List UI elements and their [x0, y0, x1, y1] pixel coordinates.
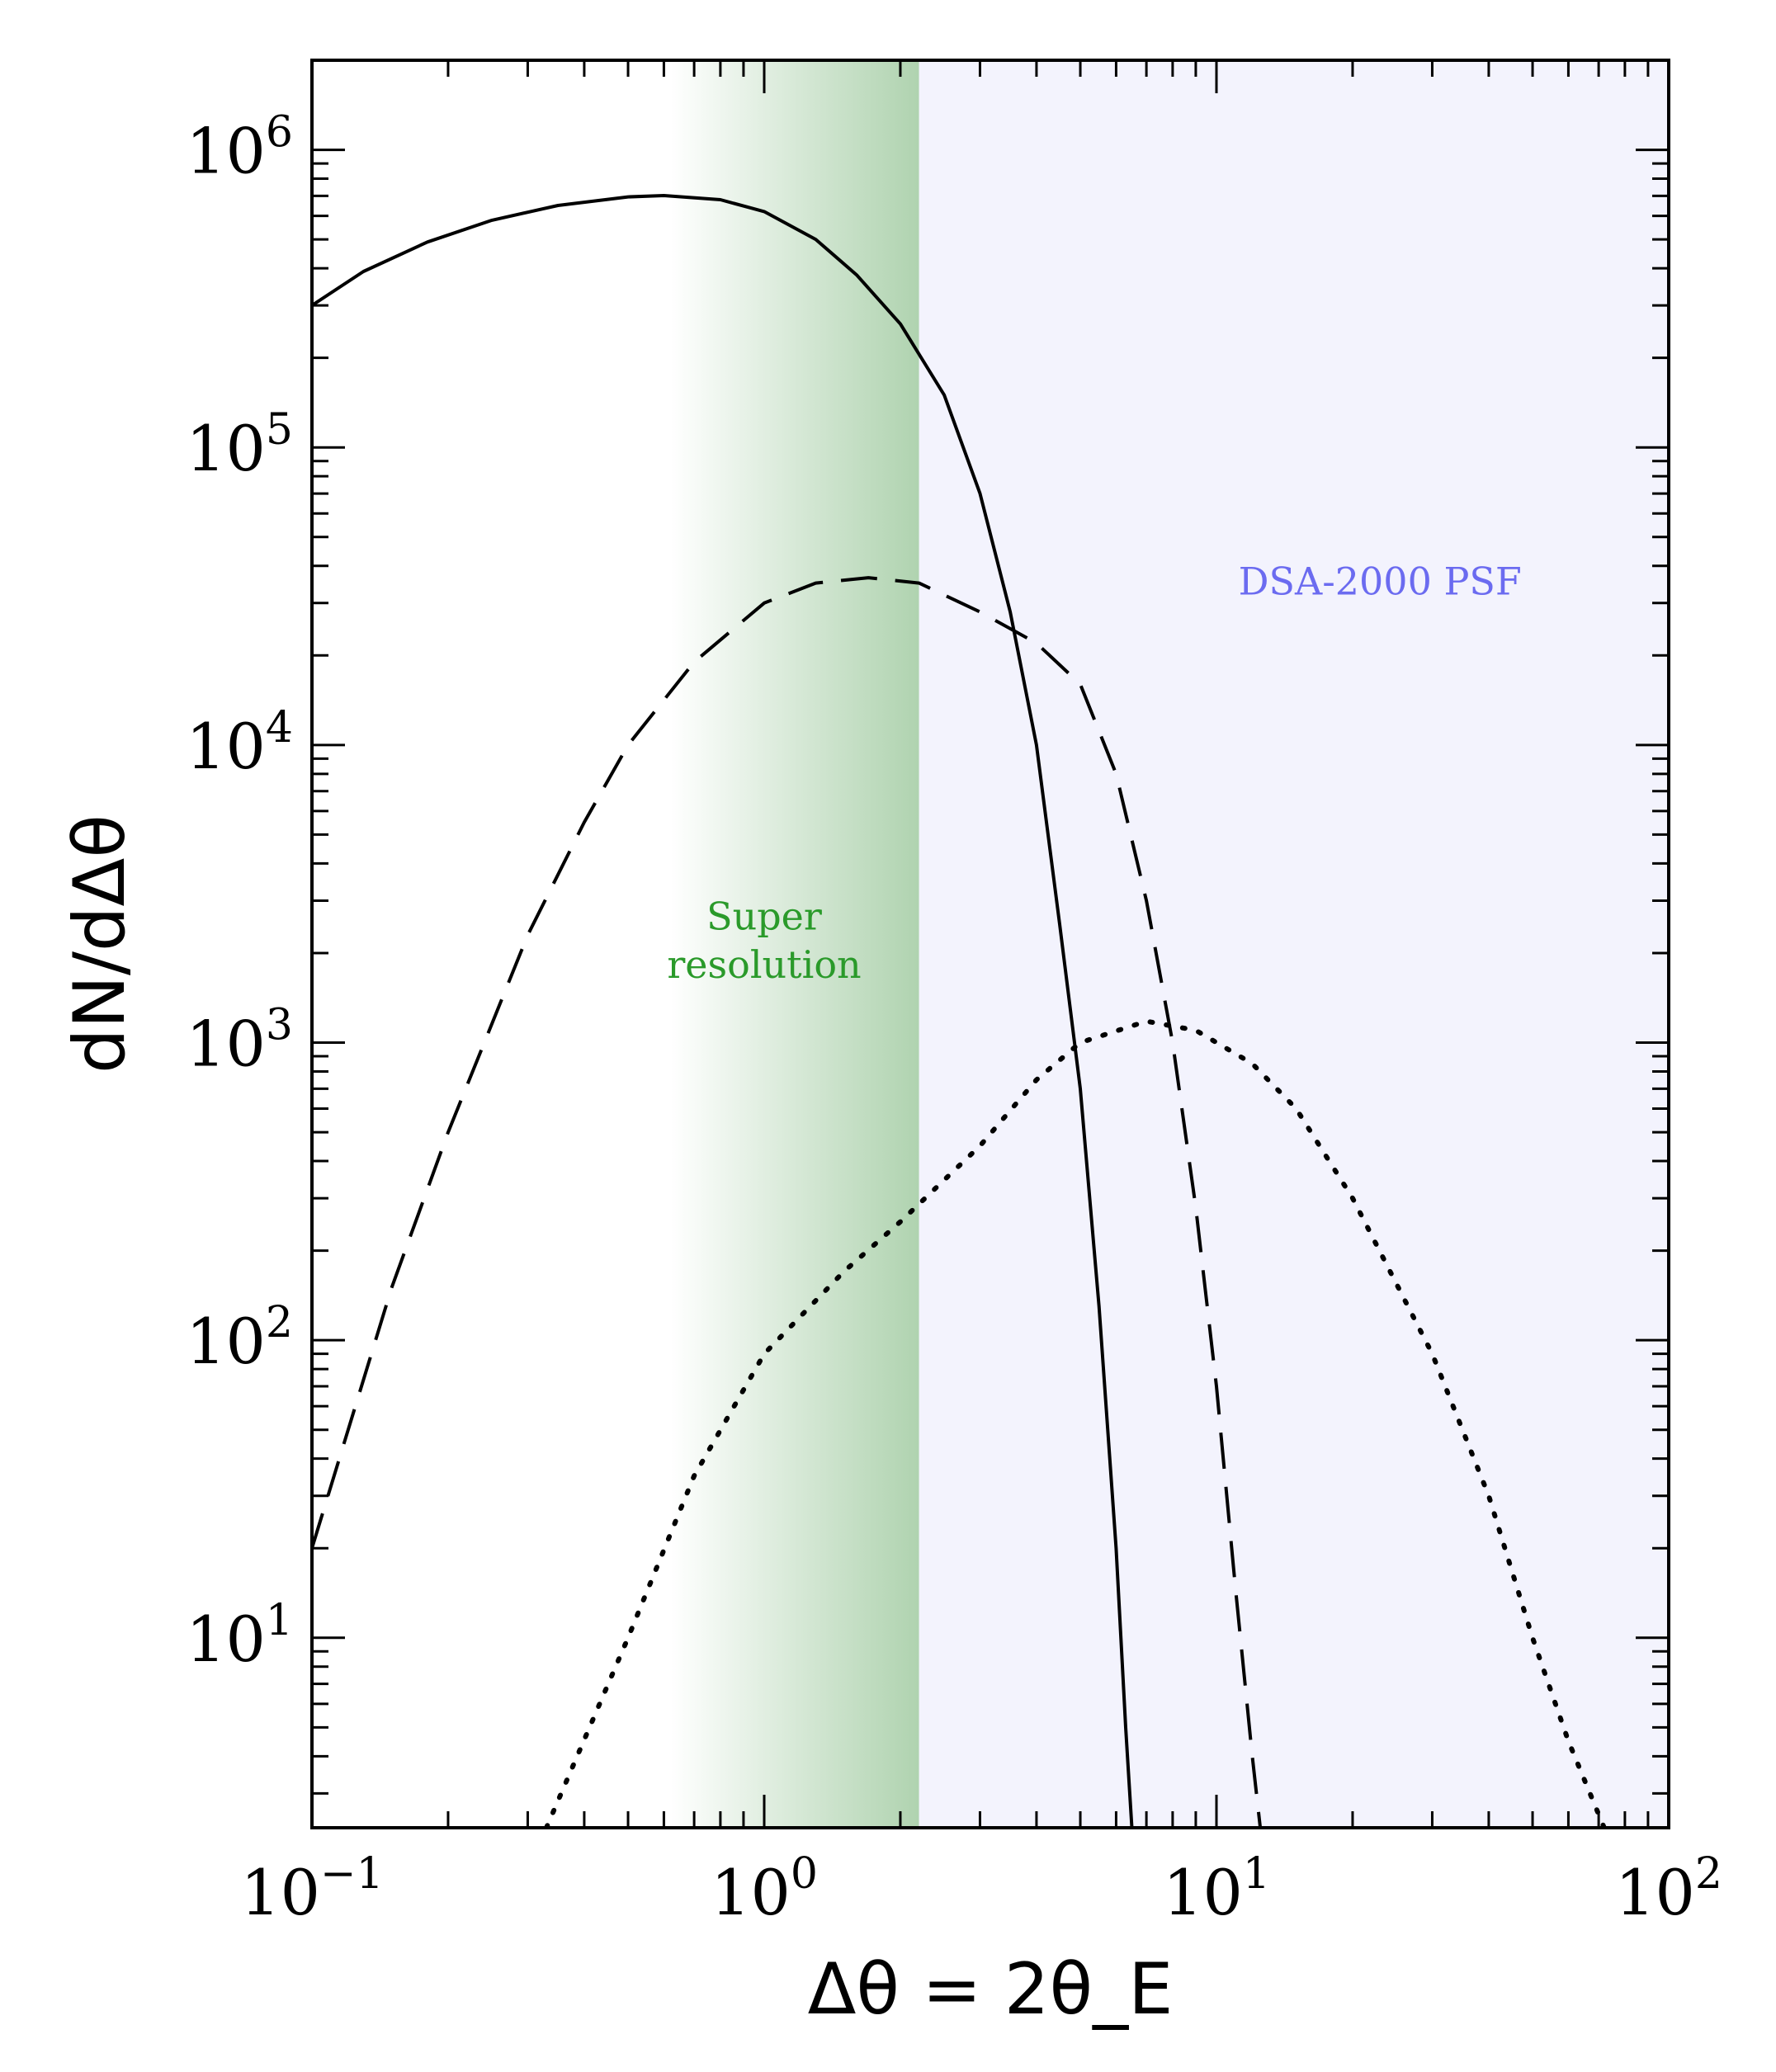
- plot-frame: [310, 59, 1670, 1829]
- x-tick-label: 101: [1163, 1849, 1270, 1929]
- shaded-regions: [670, 60, 1669, 1828]
- y-tick-label: 104: [186, 703, 293, 783]
- region-label-0-1: resolution: [667, 942, 861, 987]
- region-label-1-0: DSA-2000 PSF: [1239, 559, 1522, 604]
- series-line-dashed: [312, 576, 1263, 1828]
- y-tick-label: 101: [186, 1596, 293, 1676]
- y-tick-label: 105: [186, 405, 293, 485]
- series-lines: [312, 194, 1607, 1828]
- y-tick-label: 106: [186, 108, 293, 188]
- x-tick-label: 100: [711, 1849, 818, 1929]
- tick-labels: 10−1 100 101 102 101 102 103 104 105 106: [186, 108, 1722, 1929]
- x-axis-label: Δθ = 2θ_E: [808, 1948, 1174, 2031]
- y-tick-label: 103: [186, 1001, 293, 1081]
- region-label-0-0: Super: [706, 894, 822, 938]
- x-tick-label: 10−1: [240, 1849, 383, 1929]
- region-0: [670, 60, 919, 1828]
- x-tick-label: 102: [1615, 1849, 1722, 1929]
- y-tick-label: 102: [186, 1298, 293, 1378]
- series-line-dotted: [544, 1018, 1607, 1828]
- region-1: [919, 60, 1669, 1828]
- y-axis-label: dN/dΔθ: [59, 814, 141, 1074]
- series-line-solid: [312, 194, 1134, 1828]
- axis-ticks: [310, 59, 1670, 1828]
